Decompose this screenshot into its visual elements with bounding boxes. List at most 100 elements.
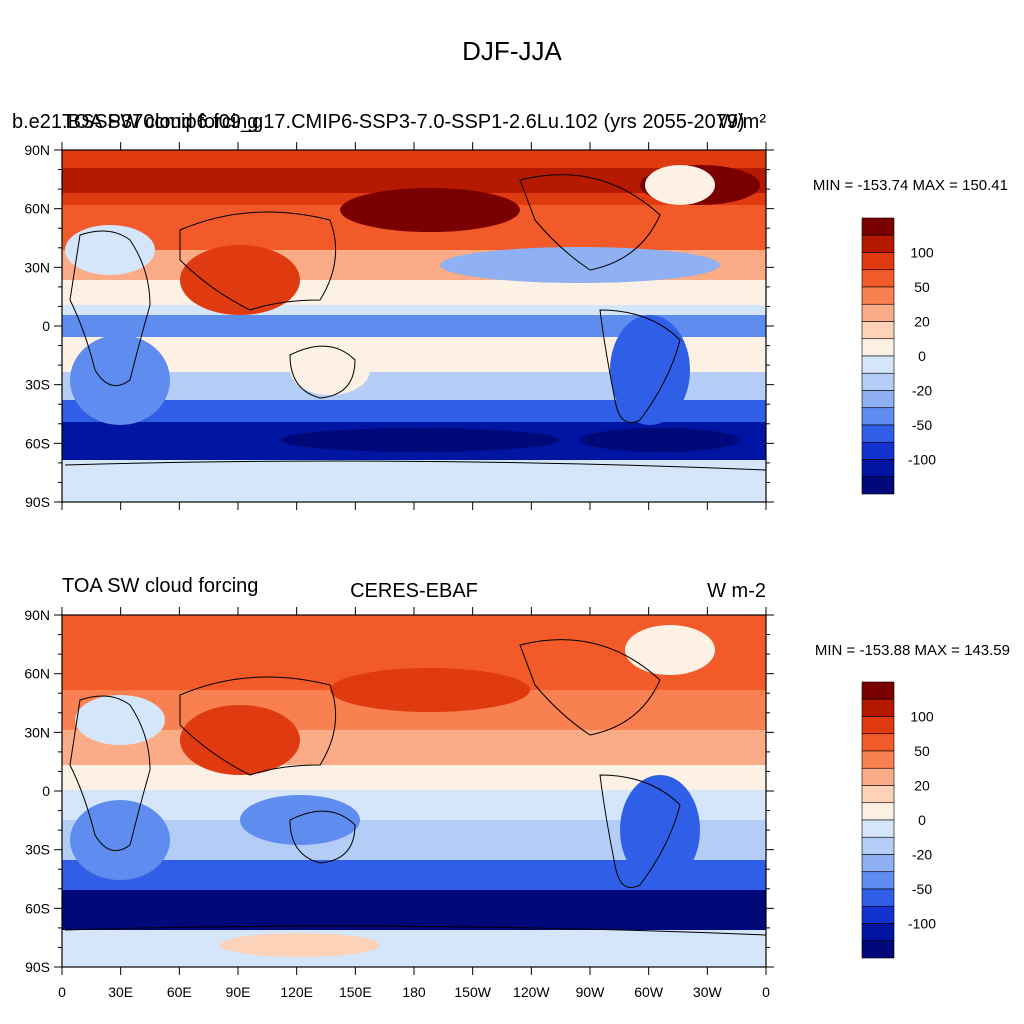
lon-tick-label: 150E: [339, 519, 372, 520]
colorbar-label: -100: [908, 916, 936, 932]
lon-tick-label: 0: [58, 984, 66, 1000]
lat-tick-label: 90N: [24, 607, 50, 623]
map-panel-obs: 90N 60N 30N 0 30S 60S 90S 0 30E 60E 90E 120E 150E 180…: [24, 575, 1010, 1000]
lon-tick-label: 150W: [454, 519, 491, 520]
lon-tick-label: 120E: [280, 519, 313, 520]
lon-tick-label: 30W: [693, 984, 723, 1000]
colorbar-label: 50: [914, 743, 930, 759]
colorbar-swatch: [861, 733, 895, 752]
colorbar-swatch: [861, 819, 895, 838]
colorbar-label: 100: [910, 709, 934, 725]
lat-tick-label: 90S: [25, 959, 50, 975]
field-layer: [62, 615, 766, 967]
colorbar-label: -100: [908, 452, 936, 468]
lat-tick-label: 60N: [24, 201, 50, 217]
coastlines: [64, 639, 767, 936]
colorbar-label: 0: [918, 812, 926, 828]
variable-title: TOA SW cloud forcing: [62, 575, 258, 597]
lon-tick-label: 90E: [226, 519, 251, 520]
colorbar-swatch: [861, 269, 895, 288]
colorbar-swatch: [861, 476, 895, 495]
lon-tick-label: 120W: [513, 984, 550, 1000]
colorbar: 100 50 20 0 -20 -50 -100: [861, 681, 936, 959]
colorbar-swatch: [861, 698, 895, 717]
colorbar-swatch: [861, 923, 895, 942]
lon-tick-label: 60W: [634, 519, 664, 520]
lat-tick-label: 0: [42, 318, 50, 334]
lon-tick-label: 120W: [513, 519, 550, 520]
colorbar-swatch: [861, 441, 895, 460]
colorbar-label: 20: [914, 314, 930, 330]
units-title: W m-2: [707, 580, 766, 602]
lon-tick-label: 60E: [167, 519, 192, 520]
lon-tick-label: 60W: [634, 984, 664, 1000]
colorbar-swatch: [861, 716, 895, 735]
colorbar-swatch: [861, 407, 895, 426]
colorbar-swatch: [861, 372, 895, 391]
colorbar-swatch: [861, 321, 895, 340]
colorbar-swatch: [861, 750, 895, 769]
colorbar-swatch: [861, 252, 895, 271]
colorbar-swatch: [861, 871, 895, 890]
lat-tick-label: 0: [42, 783, 50, 799]
colorbar-swatch: [861, 854, 895, 873]
field-layer: [62, 150, 766, 502]
colorbar-swatch: [861, 681, 895, 700]
colorbar-label: -20: [912, 383, 932, 399]
colorbar-swatch: [861, 355, 895, 374]
colorbar-swatch: [861, 888, 895, 907]
lon-tick-label: 0: [762, 519, 770, 520]
colorbar-label: 100: [910, 245, 934, 261]
lon-tick-label: 180: [402, 984, 426, 1000]
lon-tick-label: 180: [402, 519, 426, 520]
lat-tick-label: 90S: [25, 494, 50, 510]
lon-tick-label: 90E: [226, 984, 251, 1000]
variable-title: TOA SW cloud forcing: [62, 111, 258, 133]
lon-tick-label: 30E: [108, 984, 133, 1000]
colorbar-swatch: [861, 390, 895, 409]
colorbar-label: 0: [918, 348, 926, 364]
colorbar-swatch: [861, 424, 895, 443]
colorbar-label: -20: [912, 847, 932, 863]
lat-tick-label: 60N: [24, 666, 50, 682]
lon-tick-label: 150W: [454, 984, 491, 1000]
colorbar-swatch: [861, 303, 895, 322]
colorbar-swatch: [861, 940, 895, 959]
coastlines: [64, 174, 767, 471]
colorbar-swatch: [861, 836, 895, 855]
lon-tick-label: 60E: [167, 984, 192, 1000]
units-title: W/m²: [718, 111, 766, 133]
model-case-title: b.e21.BSSP370cmip6.f09_g17.CMIP6-SSP3-7.…: [12, 111, 745, 133]
minmax-label: MIN = -153.74 MAX = 150.41: [813, 177, 1008, 194]
map-panel-model: 90N 60N 30N 0 30S 60S 90S 0 30E 60E 90E 120E 150E 180…: [12, 111, 1008, 520]
lon-tick-label: 0: [762, 984, 770, 1000]
lat-tick-label: 90N: [24, 142, 50, 158]
colorbar-swatch: [861, 905, 895, 924]
lon-tick-label: 120E: [280, 984, 313, 1000]
colorbar-swatch: [861, 234, 895, 253]
colorbar-label: 50: [914, 279, 930, 295]
lat-tick-label: 30S: [25, 377, 50, 393]
colorbar-swatch: [861, 286, 895, 305]
lon-tick-label: 30W: [693, 519, 723, 520]
lon-tick-label: 90W: [576, 519, 606, 520]
map-axes: 90N 60N 30N 0 30S 60S 90S 0 30E 60E 90E 120E 150E 180…: [24, 607, 774, 1000]
colorbar: 100 50 20 0 -20 -50 -100: [861, 217, 936, 495]
figure-title: DJF-JJA: [462, 36, 562, 66]
colorbar-label: -50: [912, 881, 932, 897]
lon-tick-label: 150E: [339, 984, 372, 1000]
colorbar-label: 20: [914, 778, 930, 794]
lon-tick-label: 0: [58, 519, 66, 520]
lat-tick-label: 30N: [24, 724, 50, 740]
lat-tick-label: 30S: [25, 842, 50, 858]
lat-tick-label: 60S: [25, 900, 50, 916]
lon-tick-label: 90W: [576, 984, 606, 1000]
map-axes: 90N 60N 30N 0 30S 60S 90S 0 30E 60E 90E 120E 150E 180…: [24, 142, 774, 520]
lat-tick-label: 60S: [25, 435, 50, 451]
dataset-title: CERES-EBAF: [350, 580, 478, 602]
minmax-label: MIN = -153.88 MAX = 143.59: [815, 642, 1010, 659]
colorbar-swatch: [861, 767, 895, 786]
lat-tick-label: 30N: [24, 259, 50, 275]
lon-tick-label: 30E: [108, 519, 133, 520]
colorbar-swatch: [861, 802, 895, 821]
